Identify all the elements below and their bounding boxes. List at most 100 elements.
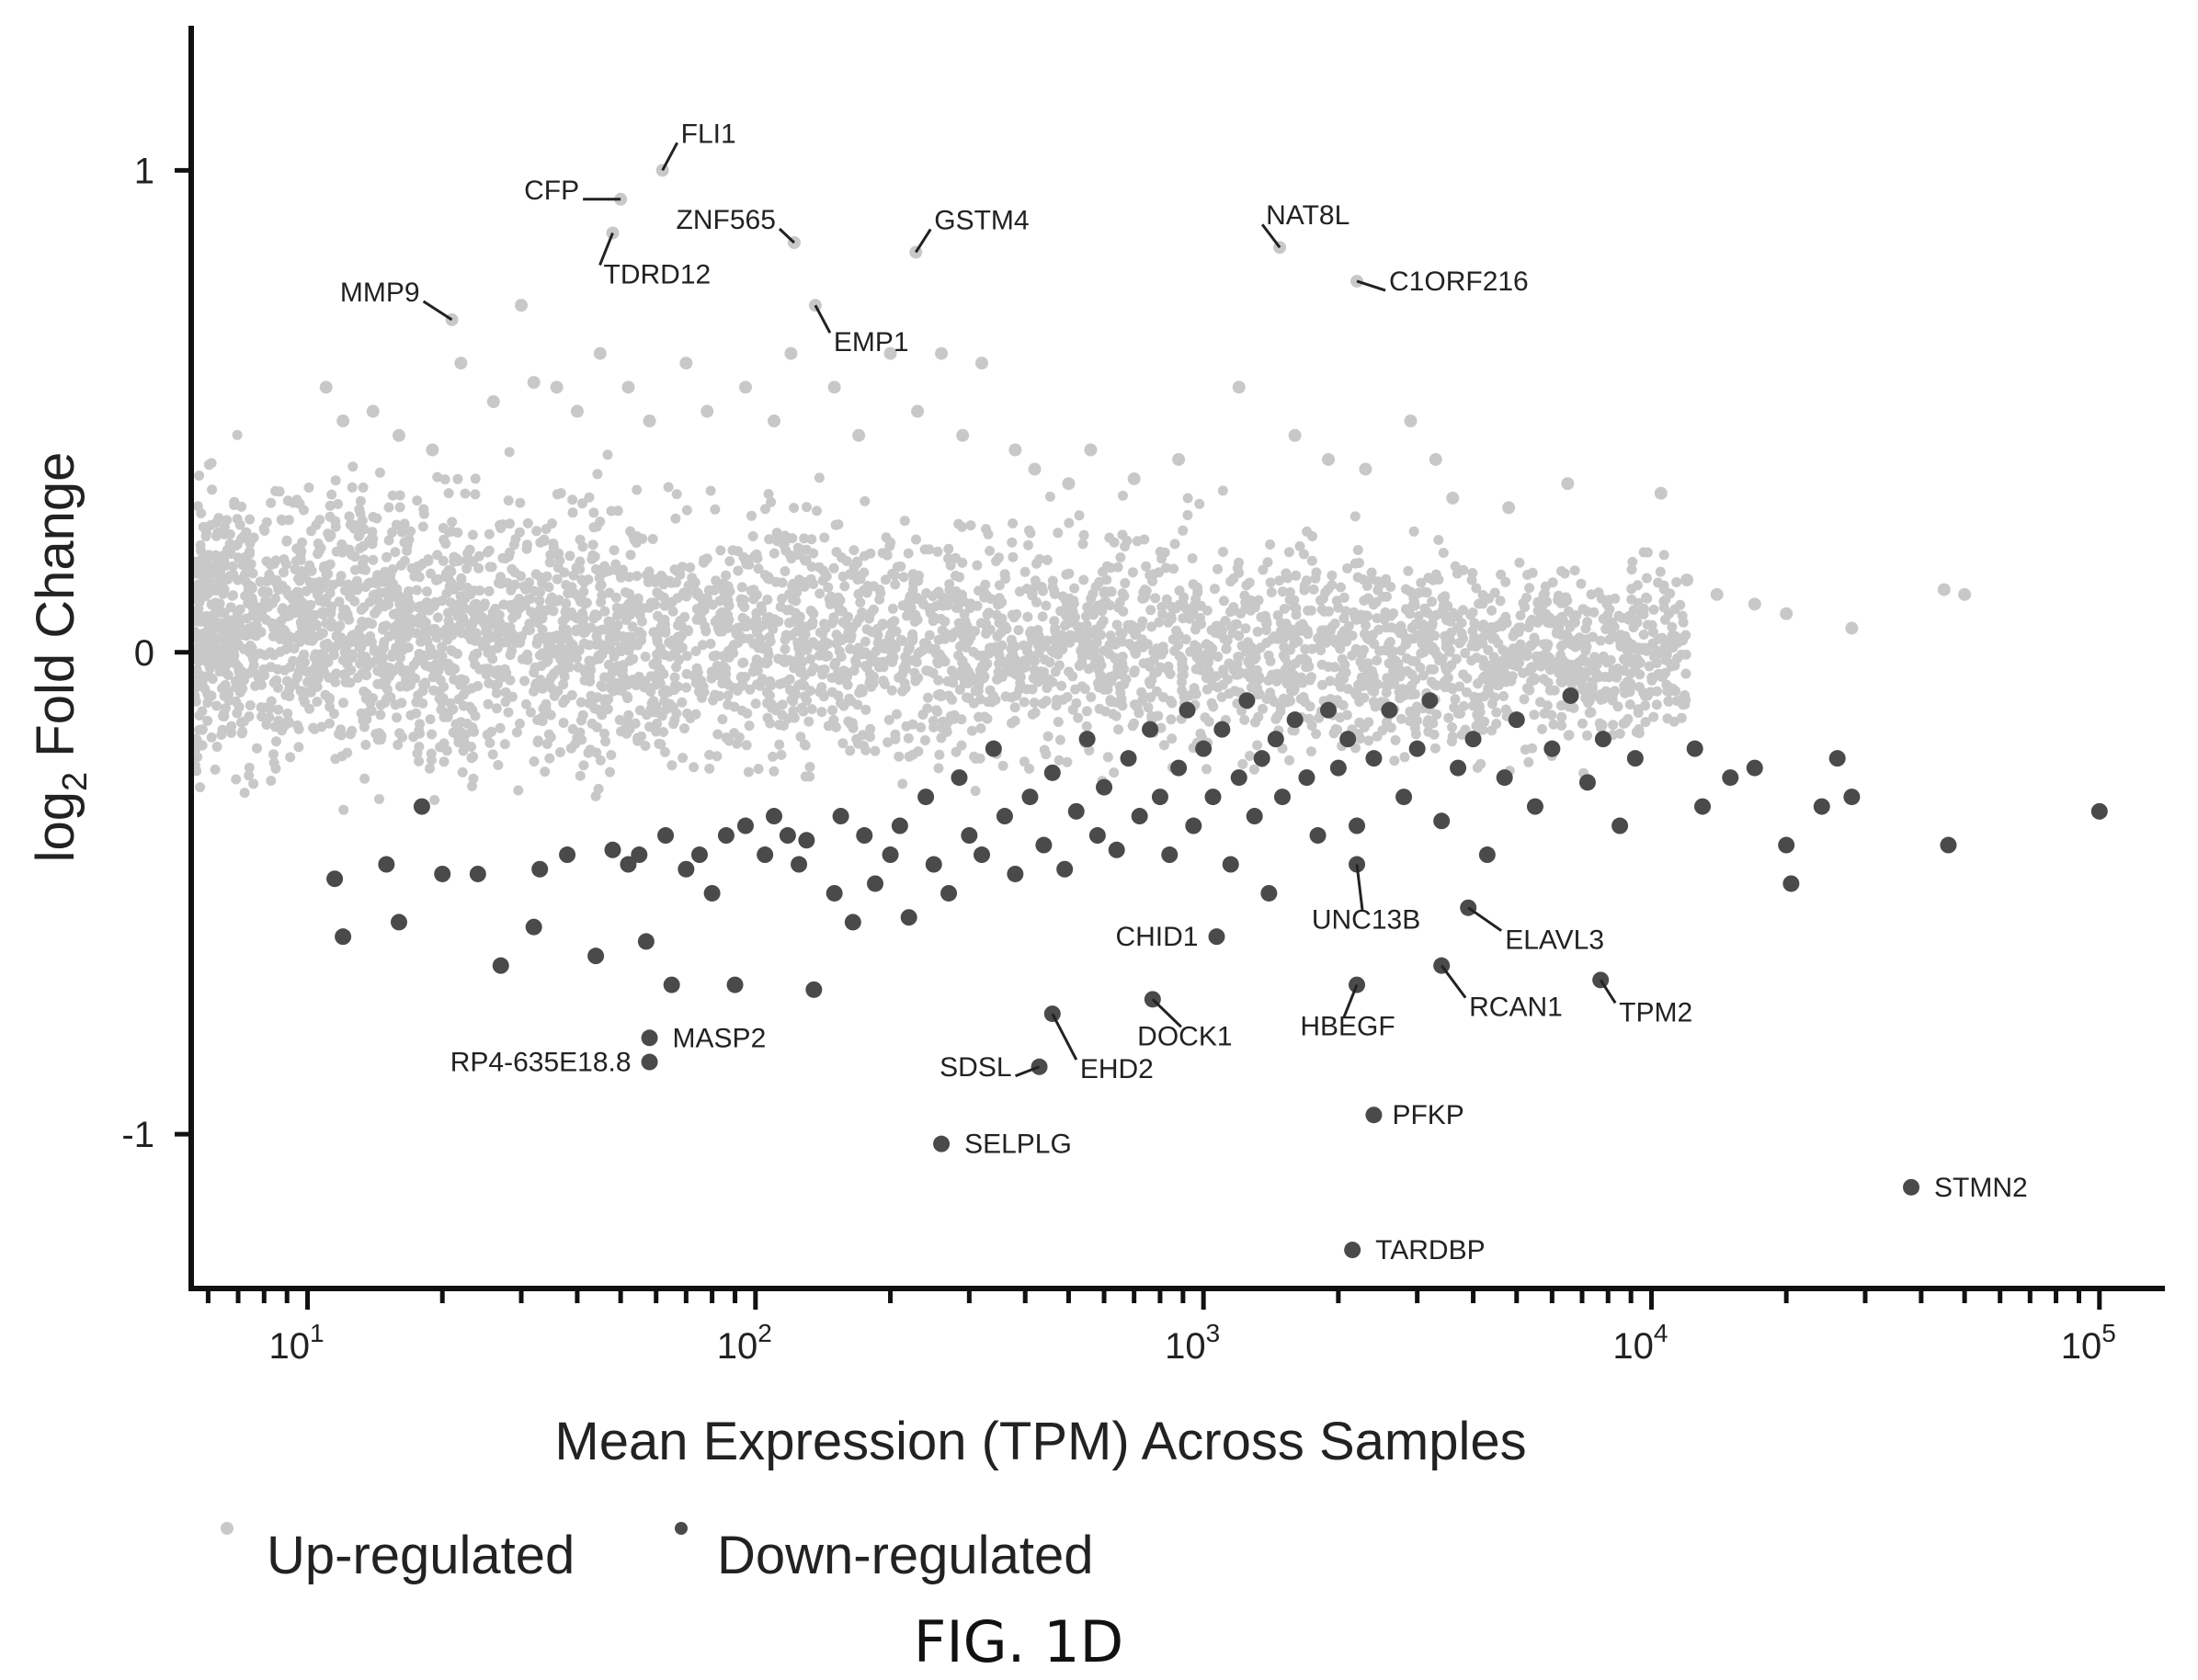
cloud-point	[1248, 764, 1259, 775]
cloud-point	[658, 592, 669, 603]
cloud-point	[438, 523, 449, 533]
cloud-point	[494, 609, 505, 620]
down-point	[757, 846, 774, 864]
cloud-point	[1677, 610, 1688, 621]
cloud-point	[1477, 598, 1488, 609]
cloud-point	[1638, 687, 1649, 698]
cloud-point	[970, 786, 981, 797]
cloud-point	[296, 621, 307, 631]
up-point	[975, 357, 989, 370]
cloud-point	[866, 681, 877, 692]
cloud-point	[506, 585, 517, 596]
cloud-point	[643, 566, 655, 577]
cloud-point	[932, 546, 943, 557]
cloud-point	[1106, 676, 1116, 687]
cloud-point	[544, 753, 555, 764]
cloud-point	[416, 636, 427, 647]
cloud-point	[943, 690, 954, 701]
cloud-point	[279, 664, 290, 675]
cloud-point	[1245, 672, 1256, 683]
cloud-point	[659, 746, 670, 757]
cloud-point	[1301, 662, 1312, 673]
cloud-point	[788, 616, 799, 627]
cloud-point	[464, 544, 475, 555]
cloud-point	[1363, 717, 1374, 728]
cloud-point	[268, 757, 279, 768]
cloud-point	[771, 528, 782, 539]
cloud-point	[1141, 561, 1152, 572]
cloud-point	[1053, 528, 1064, 539]
cloud-point	[1053, 755, 1065, 766]
cloud-point	[1093, 664, 1104, 675]
down-point	[1238, 692, 1256, 709]
cloud-point	[1431, 709, 1442, 720]
cloud-point	[1385, 722, 1396, 733]
cloud-point	[211, 605, 222, 616]
cloud-point	[1105, 562, 1116, 573]
cloud-point	[1562, 595, 1573, 606]
cloud-point	[1472, 762, 1483, 773]
cloud-point	[350, 564, 360, 575]
cloud-point	[1037, 611, 1048, 622]
cloud-point	[1605, 654, 1616, 665]
cloud-point	[956, 740, 967, 751]
cloud-point	[1231, 619, 1242, 630]
cloud-point	[828, 562, 839, 573]
cloud-point	[411, 697, 422, 708]
cloud-point	[459, 736, 470, 747]
cloud-point	[736, 598, 747, 609]
cloud-point	[1310, 573, 1321, 584]
cloud-point	[408, 732, 419, 743]
cloud-point	[1340, 667, 1351, 678]
cloud-point	[1078, 529, 1089, 540]
cloud-point	[627, 596, 638, 607]
cloud-point	[1584, 708, 1595, 719]
leader-line	[814, 304, 832, 334]
cloud-point	[678, 587, 689, 598]
cloud-point	[802, 502, 812, 513]
down-point	[1170, 759, 1188, 777]
down-point	[1267, 731, 1284, 748]
cloud-point	[266, 776, 277, 786]
down-point	[844, 914, 861, 931]
cloud-point	[1241, 580, 1252, 591]
cloud-point	[1265, 687, 1276, 698]
cloud-point	[1389, 678, 1400, 689]
cloud-point	[1642, 547, 1653, 558]
cloud-point	[541, 739, 552, 749]
cloud-point	[443, 488, 454, 499]
cloud-point	[1277, 586, 1288, 597]
cloud-point	[1064, 517, 1075, 528]
cloud-point	[961, 641, 972, 653]
cloud-point	[191, 734, 202, 745]
cloud-point	[1031, 596, 1042, 607]
cloud-point	[323, 560, 334, 571]
cloud-point	[1041, 600, 1052, 611]
cloud-point	[1094, 703, 1105, 714]
cloud-point	[941, 726, 952, 737]
cloud-point	[467, 781, 477, 791]
cloud-point	[340, 605, 351, 615]
cloud-point	[221, 561, 232, 571]
cloud-point	[799, 533, 810, 544]
cloud-point	[283, 630, 294, 641]
cloud-point	[625, 550, 636, 561]
cloud-point	[577, 607, 588, 619]
cloud-point	[537, 648, 548, 659]
cloud-point	[356, 605, 367, 615]
cloud-point	[1342, 684, 1353, 695]
cloud-point	[1622, 657, 1633, 668]
cloud-point	[349, 551, 360, 562]
cloud-point	[225, 634, 236, 645]
x-tick-label-base: 10	[1165, 1326, 1206, 1367]
leader-line	[1342, 984, 1359, 1018]
cloud-point	[965, 631, 976, 642]
cloud-point	[897, 686, 908, 697]
cloud-point	[1337, 653, 1348, 664]
cloud-point	[359, 686, 370, 697]
down-point	[891, 817, 908, 834]
cloud-point	[368, 554, 379, 565]
cloud-point	[1137, 641, 1148, 653]
cloud-point	[632, 484, 643, 495]
cloud-point	[1327, 570, 1338, 581]
